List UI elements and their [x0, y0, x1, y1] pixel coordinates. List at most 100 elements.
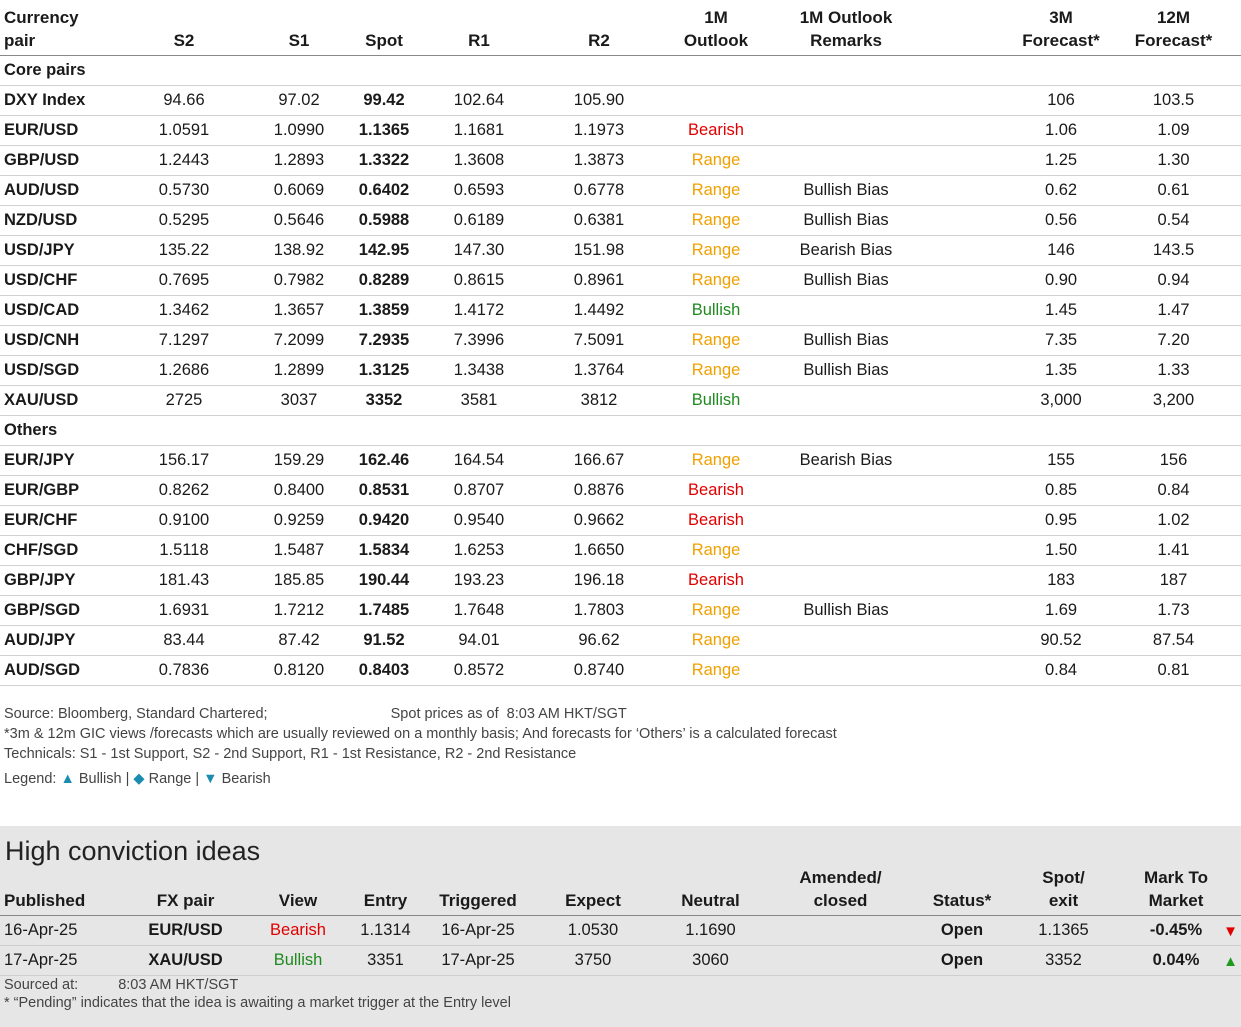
cell-remarks — [772, 145, 920, 176]
cell-pair: USD/CAD — [0, 295, 118, 326]
sourced-line: Sourced at: 8:03 AM HKT/SGT — [4, 976, 511, 994]
hci-header-published: Published — [0, 866, 128, 916]
table-row: EUR/CHF 0.9100 0.9259 0.9420 0.9540 0.9662 Bea… — [0, 505, 1241, 536]
cell-r2: 166.67 — [538, 445, 660, 476]
cell-f12m: 1.47 — [1106, 295, 1241, 326]
hci-header-row: Published FX pair View Entry Triggered E… — [0, 866, 1241, 916]
cell-s2: 0.5730 — [118, 175, 250, 206]
cell-outlook: Range — [660, 145, 772, 176]
high-conviction-panel: High conviction ideas Published FX pair … — [0, 826, 1241, 1027]
legend-bullish: Bullish — [78, 771, 122, 787]
table-row: USD/CNH 7.1297 7.2099 7.2935 7.3996 7.5091 Ran… — [0, 325, 1241, 356]
cell-spot: 99.42 — [348, 85, 420, 116]
cell-outlook: Range — [660, 205, 772, 236]
cell-r1: 94.01 — [420, 625, 538, 656]
cell-f12m: 0.84 — [1106, 475, 1241, 506]
cell-remarks — [772, 625, 920, 656]
cell-r1: 1.7648 — [420, 595, 538, 626]
hci-cell-pair: EUR/USD — [128, 915, 243, 946]
cell-outlook: Range — [660, 355, 772, 386]
legend-separator: | — [195, 771, 200, 787]
cell-pair: USD/CNH — [0, 325, 118, 356]
cell-f12m: 187 — [1106, 565, 1241, 596]
cell-remarks — [772, 385, 920, 416]
cell-s2: 1.5118 — [118, 535, 250, 566]
cell-spacer — [920, 595, 1016, 626]
hci-cell-published: 16-Apr-25 — [0, 915, 128, 946]
section-header: Others — [0, 415, 1241, 446]
cell-s1: 0.8400 — [250, 475, 348, 506]
cell-s2: 156.17 — [118, 445, 250, 476]
cell-s1: 0.6069 — [250, 175, 348, 206]
cell-s2: 7.1297 — [118, 325, 250, 356]
table-row: USD/CHF 0.7695 0.7982 0.8289 0.8615 0.8961 Ran… — [0, 265, 1241, 296]
cell-pair: AUD/JPY — [0, 625, 118, 656]
cell-outlook: Bearish — [660, 505, 772, 536]
header-spot: Spot — [348, 6, 420, 56]
cell-spacer — [920, 355, 1016, 386]
hci-header-spot: Spot/exit — [1016, 866, 1111, 916]
header-1m-remarks: 1M Outlook Remarks — [772, 6, 920, 56]
table-row: AUD/SGD 0.7836 0.8120 0.8403 0.8572 0.8740 Ran… — [0, 655, 1241, 686]
hci-table-body: 16-Apr-25 EUR/USD Bearish 1.1314 16-Apr-25 1.… — [0, 915, 1241, 976]
legend-range: Range — [148, 771, 192, 787]
cell-pair: AUD/USD — [0, 175, 118, 206]
cell-spot: 0.8531 — [348, 475, 420, 506]
cell-r2: 1.1973 — [538, 115, 660, 146]
cell-s2: 1.6931 — [118, 595, 250, 626]
hci-header-mtm: Mark To Market — [1111, 866, 1241, 916]
cell-r1: 102.64 — [420, 85, 538, 116]
cell-f12m: 143.5 — [1106, 235, 1241, 266]
sourced-label: Sourced at: — [4, 977, 79, 993]
hci-cell-status: Open — [908, 945, 1016, 976]
diamond-icon: ◆ — [133, 771, 145, 787]
hci-cell-expect: 1.0530 — [538, 915, 648, 946]
cell-f3m: 7.35 — [1016, 325, 1106, 356]
hci-title: High conviction ideas — [5, 836, 261, 866]
cell-f12m: 87.54 — [1106, 625, 1241, 656]
cell-pair: GBP/USD — [0, 145, 118, 176]
technicals-note: Technicals: S1 - 1st Support, S2 - 2nd S… — [4, 746, 577, 762]
cell-pair: GBP/SGD — [0, 595, 118, 626]
cell-remarks — [772, 565, 920, 596]
hci-row: 17-Apr-25 XAU/USD Bullish 3351 17-Apr-25 3750… — [0, 945, 1241, 976]
hci-header-expect: Expect — [538, 866, 648, 916]
cell-f3m: 155 — [1016, 445, 1106, 476]
forecast-footnote: *3m & 12m GIC views /forecasts which are… — [4, 726, 837, 742]
cell-pair: EUR/USD — [0, 115, 118, 146]
cell-pair: USD/JPY — [0, 235, 118, 266]
cell-s1: 0.7982 — [250, 265, 348, 296]
header-spacer — [920, 6, 1016, 56]
cell-f12m: 103.5 — [1106, 85, 1241, 116]
cell-f12m: 1.33 — [1106, 355, 1241, 386]
hci-cell-triggered: 16-Apr-25 — [418, 915, 538, 946]
cell-r2: 1.7803 — [538, 595, 660, 626]
cell-r1: 0.6593 — [420, 175, 538, 206]
header-12m-forecast: 12M Forecast* — [1106, 6, 1241, 56]
hci-cell-mtm: -0.45% ▼ — [1111, 915, 1241, 946]
cell-outlook: Bullish — [660, 295, 772, 326]
cell-s2: 1.3462 — [118, 295, 250, 326]
fx-header-row: Currency pair S2 S1 Spot R1 R2 1M Outlook … — [0, 6, 1241, 56]
cell-r1: 0.6189 — [420, 205, 538, 236]
cell-f12m: 1.02 — [1106, 505, 1241, 536]
section-header: Core pairs — [0, 55, 1241, 86]
cell-remarks: Bullish Bias — [772, 175, 920, 206]
hci-cell-amended — [773, 945, 908, 976]
cell-spot: 0.5988 — [348, 205, 420, 236]
hci-header-status: Status* — [908, 866, 1016, 916]
cell-r2: 1.3764 — [538, 355, 660, 386]
cell-s2: 1.2686 — [118, 355, 250, 386]
cell-spacer — [920, 175, 1016, 206]
sourced-time: 8:03 AM HKT/SGT — [118, 977, 239, 993]
cell-r2: 196.18 — [538, 565, 660, 596]
cell-remarks — [772, 295, 920, 326]
triangle-down-icon: ▼ — [203, 771, 218, 787]
table-row: AUD/JPY 83.44 87.42 91.52 94.01 96.62 Range 90.… — [0, 625, 1241, 656]
cell-spacer — [920, 145, 1016, 176]
cell-r2: 0.6381 — [538, 205, 660, 236]
legend-separator: | — [125, 771, 130, 787]
cell-f12m: 3,200 — [1106, 385, 1241, 416]
cell-r2: 0.6778 — [538, 175, 660, 206]
cell-spacer — [920, 535, 1016, 566]
